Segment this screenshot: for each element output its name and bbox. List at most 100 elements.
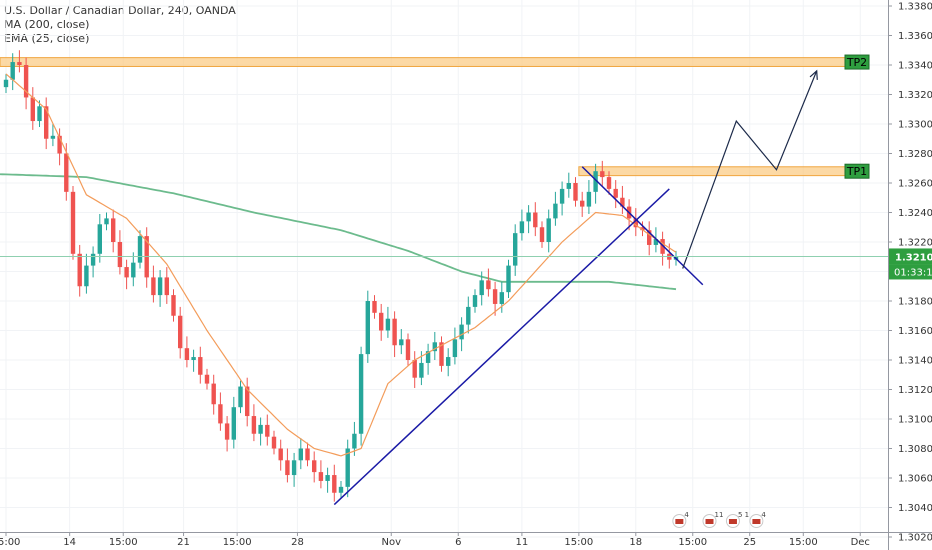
x-tick-label: 21 bbox=[177, 537, 190, 548]
x-tick-label: Dec bbox=[851, 537, 870, 548]
candle-body bbox=[258, 424, 263, 434]
event-flag: 4 bbox=[749, 511, 766, 528]
event-flag-stripe bbox=[728, 519, 737, 524]
event-flag: 5 1 bbox=[725, 511, 749, 528]
trendlines[interactable] bbox=[333, 166, 704, 506]
candle-body bbox=[37, 106, 42, 122]
candle bbox=[432, 331, 437, 360]
candle-body bbox=[298, 448, 303, 461]
candle-body bbox=[77, 253, 82, 287]
candle bbox=[385, 306, 391, 338]
candle bbox=[513, 224, 518, 276]
candle bbox=[533, 202, 538, 237]
candle-body bbox=[479, 280, 484, 296]
y-tick-label: 1.32600 bbox=[898, 179, 932, 190]
candle bbox=[124, 259, 129, 290]
candle bbox=[70, 185, 76, 260]
candle-body bbox=[640, 227, 645, 231]
candle-body bbox=[211, 383, 216, 405]
y-tick-label: 1.30800 bbox=[898, 444, 932, 455]
candle bbox=[3, 73, 9, 94]
candle-body bbox=[10, 62, 15, 80]
current-price-label: 1.32102 bbox=[895, 252, 932, 263]
candle-body bbox=[372, 301, 377, 313]
y-tick-label: 1.31600 bbox=[898, 326, 932, 337]
candle-body bbox=[17, 62, 22, 65]
candle-body bbox=[44, 106, 49, 139]
candle bbox=[486, 268, 491, 297]
event-count: 4 bbox=[761, 511, 766, 519]
countdown-tag bbox=[889, 264, 932, 280]
candle-body bbox=[117, 242, 123, 268]
candle bbox=[178, 306, 183, 359]
candle bbox=[184, 336, 190, 368]
candle-body bbox=[499, 292, 504, 304]
candle bbox=[425, 343, 431, 375]
candle bbox=[526, 205, 531, 234]
price-axis[interactable]: 1.33800 1.33600 1.33400 1.33200 1.33000 1.328… bbox=[888, 2, 932, 544]
candle-body bbox=[472, 295, 478, 307]
candle-body bbox=[238, 386, 243, 408]
y-tick-label: 1.30400 bbox=[898, 503, 932, 514]
candle-body bbox=[653, 239, 659, 245]
y-tick-label: 1.33800 bbox=[898, 2, 932, 13]
candle-body bbox=[64, 153, 69, 192]
candle bbox=[278, 439, 283, 471]
y-tick-label: 1.33000 bbox=[898, 120, 932, 131]
candle-body bbox=[533, 212, 538, 228]
candle-body bbox=[432, 342, 437, 352]
candle bbox=[499, 281, 504, 313]
tp-label-box bbox=[844, 54, 870, 70]
candle-body bbox=[171, 295, 176, 316]
candle-body bbox=[50, 135, 56, 139]
candle-body bbox=[385, 318, 391, 331]
candle-body bbox=[151, 277, 156, 296]
time-axis[interactable]: 15:00 14 15:00 21 15:00 28 Nov 6 11 15:00 18 15:00 2… bbox=[0, 532, 870, 548]
candle bbox=[519, 209, 525, 241]
candle-body bbox=[352, 433, 357, 449]
candle bbox=[298, 438, 303, 470]
projection[interactable] bbox=[0, 69, 888, 269]
candle bbox=[452, 327, 458, 365]
candle-body bbox=[580, 200, 585, 207]
candle bbox=[405, 333, 411, 366]
y-tick-label: 1.33200 bbox=[898, 90, 932, 101]
candle-body bbox=[513, 233, 518, 266]
projection-arrow-head bbox=[809, 69, 818, 80]
candle bbox=[144, 227, 149, 288]
candle-body bbox=[104, 218, 109, 225]
candle-body bbox=[593, 171, 598, 192]
event-count: 4 bbox=[684, 511, 689, 519]
event-markers[interactable]: 4 11 5 1 4 bbox=[672, 511, 767, 528]
candle-body bbox=[265, 424, 270, 437]
y-tick-label: 1.33600 bbox=[898, 31, 932, 42]
candle-body bbox=[358, 354, 364, 434]
candle bbox=[57, 128, 62, 166]
candle bbox=[660, 231, 665, 266]
ma200-line bbox=[0, 173, 677, 291]
candle-body bbox=[492, 289, 498, 304]
candle bbox=[251, 404, 257, 442]
candle bbox=[573, 177, 578, 207]
candle bbox=[365, 290, 370, 363]
candle bbox=[198, 346, 203, 384]
candle-body bbox=[539, 227, 545, 242]
x-tick-label: 15:00 bbox=[109, 537, 138, 548]
x-tick-label: 11 bbox=[516, 537, 529, 548]
candle bbox=[606, 171, 612, 195]
ma200-path bbox=[0, 173, 677, 291]
x-tick-label: 15:00 bbox=[0, 537, 20, 548]
candle bbox=[345, 439, 350, 498]
y-tick-label: 1.31800 bbox=[898, 297, 932, 308]
candle-body bbox=[178, 315, 183, 349]
candle bbox=[90, 246, 96, 278]
x-tick-label: 14 bbox=[63, 537, 76, 548]
candle-body bbox=[111, 218, 116, 242]
candle-body bbox=[519, 221, 525, 234]
candle bbox=[151, 265, 156, 303]
x-tick-label: 15:00 bbox=[789, 537, 818, 548]
candle bbox=[586, 180, 592, 214]
candle-body bbox=[419, 362, 424, 378]
candle bbox=[466, 296, 471, 334]
